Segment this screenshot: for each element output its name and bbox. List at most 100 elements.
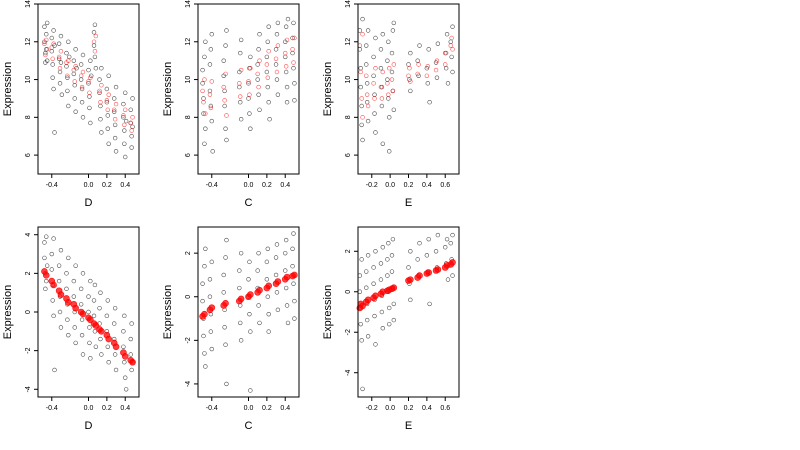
data-point [42,41,47,46]
data-point [275,92,281,97]
data-point [449,54,454,60]
data-point [364,73,369,78]
x-tick-label: 0.4 [120,405,130,412]
data-point [49,45,54,50]
data-point [425,269,433,276]
data-point [72,325,77,330]
data-point [357,289,363,294]
data-point [357,273,363,278]
data-point [112,305,118,311]
data-point [71,71,77,77]
data-point [44,234,49,239]
data-point [290,47,295,52]
data-point [386,39,391,44]
data-point [202,54,207,60]
data-point [357,43,363,48]
data-point [274,290,280,295]
data-point [365,103,371,109]
data-point [104,100,110,105]
data-point [246,81,251,86]
data-point [99,130,104,135]
y-axis-title: Expression [2,285,14,339]
data-point [51,236,56,241]
data-point [200,88,205,94]
data-point [274,32,280,37]
y-tick-label: 14 [185,0,192,8]
data-point [364,62,369,67]
data-point [129,145,134,150]
data-point [66,332,71,338]
data-point [123,90,128,95]
data-point [224,137,229,143]
data-point [434,75,440,80]
y-tick-label: 10 [185,76,192,84]
data-point [78,62,84,67]
data-point [58,325,64,330]
data-point [121,101,126,107]
x-tick-label: -0.4 [206,405,218,412]
data-point [364,100,370,105]
data-point [44,263,50,268]
data-point [247,92,252,97]
data-point [274,69,280,75]
data-point [416,272,423,279]
data-point [221,58,226,63]
data-point [443,62,448,67]
data-point [105,126,110,131]
data-point [358,321,363,327]
x-tick-label: 0.0 [244,405,254,412]
data-point [391,20,397,26]
data-point [373,130,378,135]
data-point [238,320,243,326]
data-point [283,64,289,69]
data-point [283,50,288,56]
data-point [42,240,47,245]
x-axis-title: E [405,197,412,209]
data-point [92,22,98,27]
data-point [292,298,297,304]
y-tick-label: 14 [345,0,352,8]
data-point [390,236,396,242]
data-point [238,117,244,122]
data-point [79,317,85,322]
data-point [365,118,371,124]
data-point [238,37,244,43]
data-point [265,246,270,251]
data-point [378,47,384,52]
data-point [49,49,54,54]
data-point [99,66,104,71]
data-point [238,94,243,99]
data-point [385,77,390,82]
data-point [208,329,214,334]
data-point [208,304,216,311]
data-point [113,149,119,154]
y-tick-label: -4 [25,386,32,392]
data-point [56,41,62,46]
data-point [104,98,110,103]
data-point [43,286,48,292]
data-point [379,103,385,109]
data-point [87,90,92,95]
data-point [373,66,378,71]
data-point [364,296,372,304]
x-tick-label: 0.2 [102,405,112,412]
data-point [406,265,411,270]
data-point [371,81,376,86]
data-point [291,60,296,65]
data-point [71,278,77,284]
data-point [72,79,77,84]
data-point [97,77,102,82]
data-point [378,277,384,282]
data-point [290,264,295,269]
data-point [201,96,206,101]
data-point [387,149,392,154]
data-point [434,58,440,63]
data-point [445,277,451,282]
data-point [56,54,62,60]
data-point [106,141,111,146]
data-point [105,298,110,303]
data-point [203,364,208,369]
data-point [203,39,208,44]
data-point [416,62,421,67]
data-point [285,16,291,22]
